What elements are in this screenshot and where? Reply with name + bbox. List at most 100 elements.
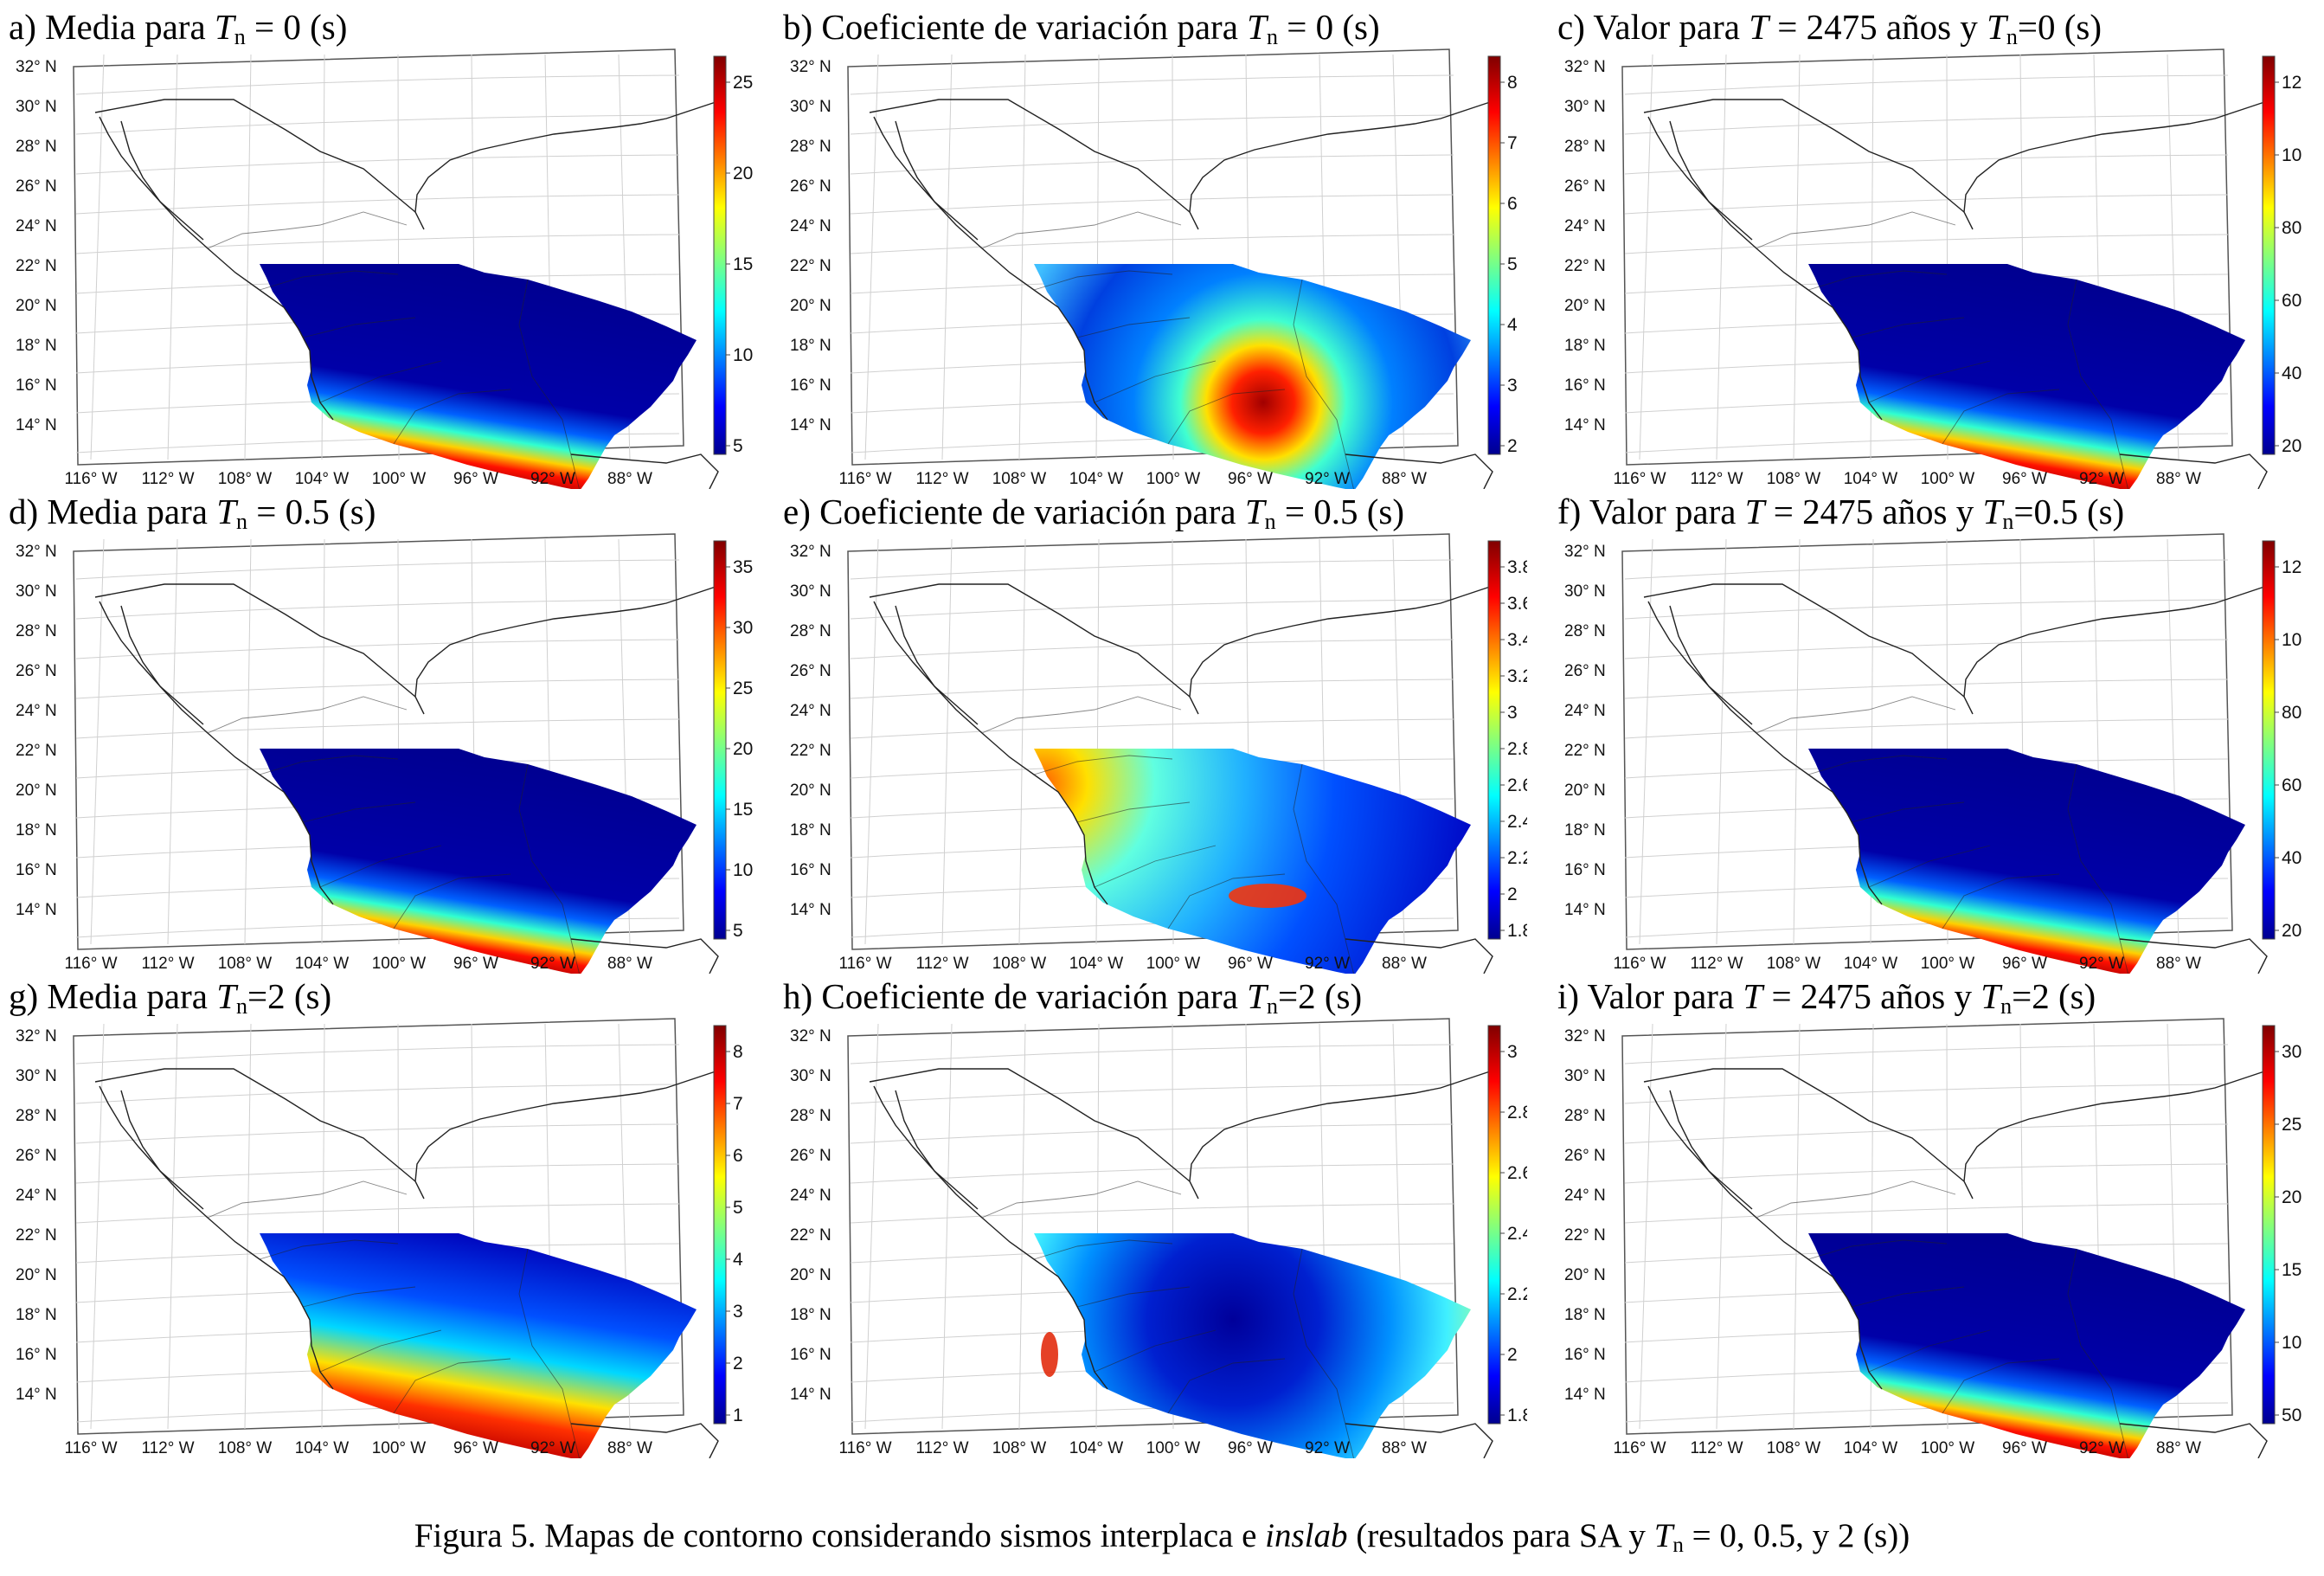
latitude-label: 24° N	[16, 1187, 57, 1205]
latitude-label: 22° N	[790, 742, 831, 760]
latitude-label: 26° N	[790, 1147, 831, 1165]
contour-map: 32° N 30° N 28° N 26° N 24° N 22° N 20° N 18° N…	[16, 533, 753, 974]
latitude-label: 22° N	[16, 1226, 57, 1245]
longitude-label: 88° W	[1382, 470, 1427, 488]
title-text: = 0 (s)	[245, 7, 348, 47]
colorbar-tick-label: 2.2	[1507, 848, 1527, 868]
latitude-label: 28° N	[16, 138, 57, 156]
longitude-label: 116° W	[64, 955, 117, 973]
title-subscript: n	[1264, 509, 1276, 534]
colorbar-tick-label: 4	[733, 1250, 743, 1270]
longitude-label: 92° W	[1305, 470, 1350, 488]
colorbar-tick-label: 5	[733, 921, 743, 941]
figure-caption: Figura 5. Mapas de contorno considerando…	[414, 1517, 1910, 1557]
hazard-contour-region	[1034, 1233, 1471, 1458]
colorbar	[713, 55, 727, 455]
latitude-label: 20° N	[790, 782, 831, 800]
colorbar-tick-label: 3.4	[1507, 630, 1527, 650]
latitude-label: 22° N	[16, 742, 57, 760]
latitude-label: 30° N	[1564, 1067, 1606, 1085]
longitude-label: 116° W	[1613, 1439, 1666, 1457]
latitude-label: 30° N	[16, 582, 57, 601]
latitude-label: 18° N	[1564, 337, 1606, 355]
contour-map: 32° N 30° N 28° N 26° N 24° N 22° N 20° N 18° N…	[790, 1018, 1527, 1458]
longitude-label: 88° W	[2156, 1439, 2201, 1457]
longitude-label: 88° W	[2156, 470, 2201, 488]
title-subscript: n	[2000, 994, 2013, 1019]
contour-map: 32° N 30° N 28° N 26° N 24° N 22° N 20° N 18° N…	[1564, 48, 2302, 489]
colorbar-tick-label: 25	[733, 679, 753, 698]
latitude-label: 24° N	[1564, 217, 1606, 235]
latitude-label: 30° N	[1564, 582, 1606, 601]
latitude-label: 30° N	[790, 582, 831, 601]
title-text: i) Valor para	[1557, 976, 1743, 1016]
colorbar-tick-label: 400	[2282, 848, 2302, 868]
latitude-label: 30° N	[1564, 98, 1606, 116]
longitude-label: 108° W	[1767, 1439, 1821, 1457]
longitude-label: 112° W	[141, 955, 194, 973]
latitude-label: 16° N	[790, 1346, 831, 1364]
colorbar-tick-label: 6	[733, 1146, 743, 1166]
latitude-label: 28° N	[790, 138, 831, 156]
colorbar-tick-label: 200	[2282, 436, 2302, 456]
longitude-label: 116° W	[838, 1439, 891, 1457]
longitude-label: 100° W	[372, 470, 427, 488]
colorbar	[2262, 1025, 2276, 1425]
latitude-label: 18° N	[790, 821, 831, 839]
colorbar-tick-label: 2.6	[1507, 775, 1527, 795]
colorbar-tick-label: 3	[733, 1302, 743, 1322]
longitude-label: 92° W	[530, 470, 575, 488]
title-text: = 2475 años y	[1762, 976, 1981, 1016]
colorbar-tick-label: 50	[2282, 1406, 2302, 1425]
colorbar-tick-label: 3.2	[1507, 666, 1527, 686]
title-text: f) Valor para	[1557, 492, 1745, 531]
coastline-borders	[1643, 583, 2268, 974]
state-borders	[981, 1180, 1354, 1458]
latitude-label: 26° N	[1564, 662, 1606, 680]
state-borders	[981, 696, 1354, 974]
latitude-label: 22° N	[790, 257, 831, 275]
latitude-label: 26° N	[16, 662, 57, 680]
hotspot	[1041, 1332, 1058, 1377]
hazard-contour-region	[1034, 749, 1471, 974]
latitude-label: 14° N	[1564, 901, 1606, 919]
colorbar-tick-label: 2	[733, 1354, 743, 1373]
title-variable: T	[1749, 7, 1769, 47]
latitude-label: 28° N	[16, 622, 57, 640]
contour-map: 32° N 30° N 28° N 26° N 24° N 22° N 20° N 18° N…	[1564, 533, 2302, 974]
latitude-label: 24° N	[790, 217, 831, 235]
coastline-borders	[94, 583, 719, 974]
colorbar-tick-label: 2	[1507, 436, 1518, 456]
longitude-label: 108° W	[1767, 470, 1821, 488]
coastline-borders	[869, 99, 1493, 489]
longitude-label: 108° W	[218, 470, 273, 488]
colorbar-tick-label: 400	[2282, 363, 2302, 383]
panel-title: c) Valor para T = 2475 años y Tn=0 (s)	[1557, 4, 2302, 49]
longitude-label: 88° W	[1382, 955, 1427, 973]
longitude-label: 116° W	[64, 1439, 117, 1457]
colorbar-tick-label: 8	[733, 1042, 743, 1062]
latitude-label: 22° N	[1564, 257, 1606, 275]
latitude-label: 26° N	[1564, 177, 1606, 196]
title-variable: T	[1743, 976, 1763, 1016]
colorbar-tick-label: 2	[1507, 884, 1518, 904]
latitude-label: 32° N	[790, 58, 831, 76]
longitude-label: 96° W	[2002, 1439, 2047, 1457]
hazard-contour-region	[260, 264, 697, 489]
map-panel-b: b) Coeficiente de variación para Tn = 0 …	[783, 4, 1527, 489]
state-borders	[207, 696, 580, 974]
map-panel-c: c) Valor para T = 2475 años y Tn=0 (s) 32…	[1557, 4, 2302, 489]
colorbar-tick-label: 600	[2282, 291, 2302, 311]
longitude-label: 116° W	[64, 470, 117, 488]
longitude-label: 88° W	[1382, 1439, 1427, 1457]
state-borders	[1756, 211, 2128, 489]
latitude-label: 20° N	[790, 1266, 831, 1284]
map-panel-g: g) Media para Tn=2 (s) 32° N 30° N 28° N 26°…	[9, 974, 753, 1458]
coastline-borders	[1643, 99, 2268, 489]
longitude-label: 100° W	[372, 1439, 427, 1457]
latitude-label: 28° N	[790, 1107, 831, 1125]
longitude-label: 92° W	[2079, 955, 2124, 973]
longitude-label: 116° W	[838, 470, 891, 488]
longitude-label: 104° W	[1069, 1439, 1124, 1457]
panel-title: d) Media para Tn = 0.5 (s)	[9, 489, 753, 534]
